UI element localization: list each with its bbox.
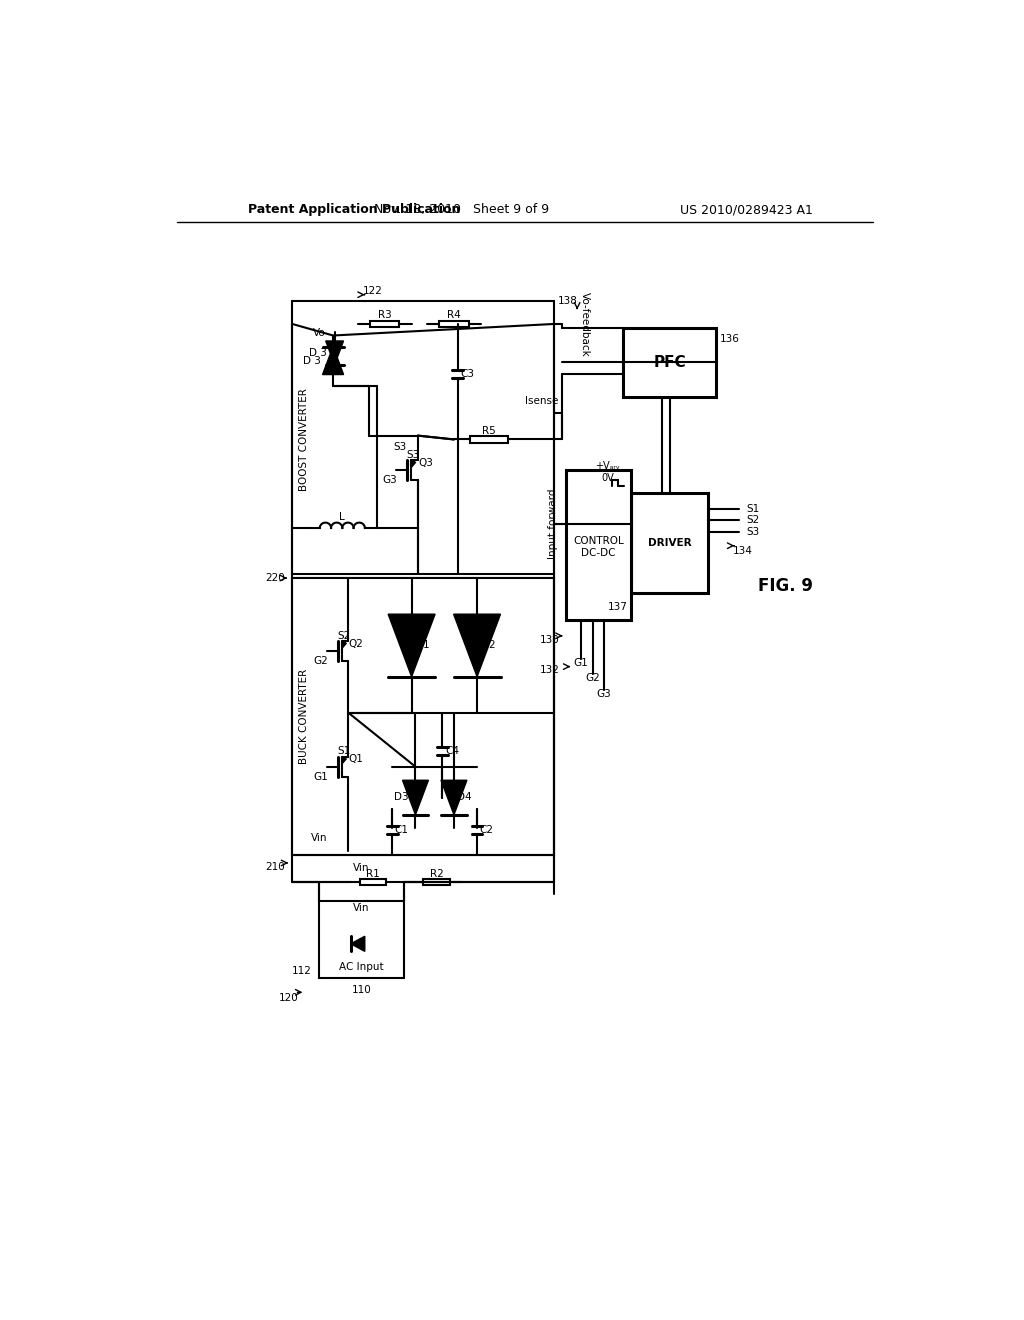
Polygon shape [454, 614, 501, 677]
Text: G1: G1 [573, 657, 589, 668]
Text: D3: D3 [394, 792, 409, 803]
Text: 210: 210 [265, 862, 285, 871]
Text: G2: G2 [585, 673, 600, 684]
Text: D1: D1 [415, 640, 430, 651]
Bar [470, 437, 508, 442]
Text: C3: C3 [461, 370, 475, 379]
Polygon shape [411, 461, 416, 469]
Text: US 2010/0289423 A1: US 2010/0289423 A1 [680, 203, 813, 216]
Text: S1: S1 [746, 504, 760, 513]
Bar [292, 301, 554, 578]
Bar [624, 327, 716, 397]
Text: S3: S3 [393, 442, 407, 453]
Polygon shape [402, 780, 428, 814]
Text: C4: C4 [445, 746, 460, 756]
Text: Input forward: Input forward [548, 488, 558, 560]
Bar [292, 578, 554, 855]
Text: R2: R2 [430, 869, 443, 879]
Bar [423, 879, 451, 886]
Bar [565, 470, 631, 620]
Text: Q3: Q3 [418, 458, 433, 467]
Polygon shape [388, 614, 435, 677]
Text: G1: G1 [313, 772, 328, 781]
Text: G2: G2 [313, 656, 328, 667]
Text: BOOST CONVERTER: BOOST CONVERTER [299, 388, 309, 491]
Text: +Vₐᵣᵥ: +Vₐᵣᵥ [596, 462, 621, 471]
Text: Isense: Isense [524, 396, 558, 407]
Text: C1: C1 [394, 825, 409, 836]
Text: 112: 112 [292, 966, 311, 975]
Text: 137: 137 [607, 602, 628, 611]
Text: S3: S3 [407, 450, 420, 459]
Text: 110: 110 [351, 985, 372, 995]
Bar [439, 321, 469, 327]
Polygon shape [342, 642, 346, 649]
Text: 132: 132 [540, 665, 559, 676]
Text: 138: 138 [558, 296, 578, 306]
Text: S2: S2 [337, 631, 350, 640]
Polygon shape [342, 756, 346, 764]
Polygon shape [441, 780, 467, 814]
Text: S1: S1 [337, 746, 350, 756]
Text: C2: C2 [479, 825, 494, 836]
Text: 120: 120 [279, 993, 298, 1003]
Text: R5: R5 [481, 426, 496, 436]
Text: Vo-feedback: Vo-feedback [580, 292, 590, 356]
Text: 122: 122 [364, 286, 383, 296]
Text: S2: S2 [746, 515, 760, 525]
Text: 136: 136 [720, 334, 739, 345]
Text: 134: 134 [733, 546, 753, 556]
Text: D 3: D 3 [302, 355, 321, 366]
Text: Vin: Vin [353, 903, 370, 912]
Bar [631, 494, 708, 594]
Text: L: L [339, 512, 345, 523]
Text: Q1: Q1 [349, 754, 364, 764]
Text: Q2: Q2 [349, 639, 364, 648]
Text: R1: R1 [367, 869, 380, 879]
Text: DRIVER: DRIVER [648, 539, 691, 548]
Text: Vin: Vin [311, 833, 328, 842]
Text: D 3: D 3 [308, 348, 327, 358]
Text: G3: G3 [383, 475, 397, 486]
Bar [319, 902, 403, 978]
Polygon shape [351, 936, 365, 952]
Text: CONTROL: CONTROL [573, 536, 624, 546]
Bar [360, 879, 386, 886]
Text: 130: 130 [540, 635, 559, 644]
Polygon shape [326, 341, 343, 364]
Text: G3: G3 [597, 689, 611, 698]
Text: 220: 220 [265, 573, 285, 583]
Text: 0V: 0V [601, 473, 614, 483]
Text: D2: D2 [480, 640, 496, 651]
Text: S3: S3 [746, 527, 760, 537]
Text: D4: D4 [457, 792, 471, 803]
Text: BUCK CONVERTER: BUCK CONVERTER [299, 669, 309, 764]
Bar [370, 321, 399, 327]
Text: R4: R4 [447, 310, 461, 321]
Text: FIG. 9: FIG. 9 [758, 577, 813, 595]
Text: DC-DC: DC-DC [581, 548, 615, 558]
Text: Patent Application Publication: Patent Application Publication [248, 203, 460, 216]
Text: R3: R3 [378, 310, 391, 321]
Text: AC Input: AC Input [339, 962, 384, 972]
Polygon shape [323, 347, 344, 375]
Text: Vo: Vo [313, 329, 326, 338]
Text: Vin: Vin [353, 863, 370, 874]
Text: PFC: PFC [653, 355, 686, 370]
Text: Nov. 18, 2010   Sheet 9 of 9: Nov. 18, 2010 Sheet 9 of 9 [374, 203, 549, 216]
